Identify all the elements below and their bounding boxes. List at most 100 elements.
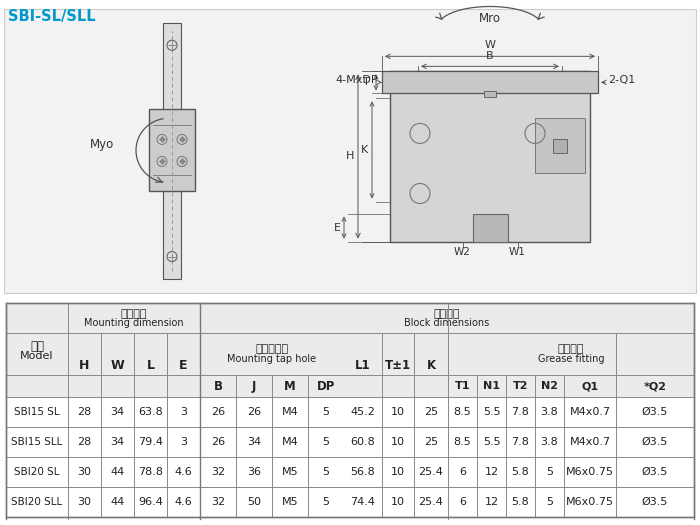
Text: 25.4: 25.4	[419, 497, 443, 507]
Text: M6x0.75: M6x0.75	[566, 467, 614, 477]
Text: T: T	[363, 77, 370, 87]
Text: 44: 44	[111, 467, 125, 477]
Text: Mounting dimension: Mounting dimension	[84, 318, 184, 328]
Text: 60.8: 60.8	[351, 437, 375, 447]
Text: W2: W2	[454, 247, 471, 257]
Text: SBI20 SLL: SBI20 SLL	[11, 497, 62, 507]
Bar	[149, 109, 195, 192]
Text: 4.6: 4.6	[174, 497, 193, 507]
Text: 4-MxDP: 4-MxDP	[335, 76, 377, 86]
Bar	[535, 119, 585, 173]
Text: 安装螺纹孔: 安装螺纹孔	[256, 344, 288, 354]
Text: 32: 32	[211, 497, 225, 507]
Text: Myo: Myo	[90, 138, 114, 151]
Text: Q1: Q1	[582, 381, 598, 391]
Text: 5: 5	[323, 467, 330, 477]
Text: 型号: 型号	[30, 340, 44, 353]
Text: M4x0.7: M4x0.7	[569, 407, 610, 417]
Text: 4.6: 4.6	[174, 467, 193, 477]
Text: SBI15 SLL: SBI15 SLL	[11, 437, 63, 447]
Text: 45.2: 45.2	[351, 407, 375, 417]
Text: W: W	[111, 359, 125, 372]
Text: 7.8: 7.8	[512, 437, 529, 447]
Text: 3.8: 3.8	[540, 437, 559, 447]
Text: 26: 26	[211, 437, 225, 447]
Text: N2: N2	[541, 381, 558, 391]
Text: 34: 34	[111, 437, 125, 447]
Text: 36: 36	[247, 467, 261, 477]
Text: M4: M4	[281, 407, 298, 417]
Text: 12: 12	[484, 497, 498, 507]
Text: 5.5: 5.5	[483, 407, 500, 417]
Text: M4: M4	[281, 437, 298, 447]
Text: Ø3.5: Ø3.5	[642, 437, 668, 447]
Text: 28: 28	[78, 437, 92, 447]
Text: E: E	[179, 359, 188, 372]
Text: Block dimensions: Block dimensions	[405, 318, 489, 328]
Text: Mounting tap hole: Mounting tap hole	[228, 354, 316, 364]
Text: DP: DP	[317, 380, 335, 393]
Text: 10: 10	[391, 497, 405, 507]
Text: W1: W1	[509, 247, 526, 257]
Text: B: B	[486, 51, 493, 61]
Text: 50: 50	[247, 497, 261, 507]
Text: 10: 10	[391, 437, 405, 447]
Text: 6: 6	[459, 497, 466, 507]
Text: 96.4: 96.4	[138, 497, 163, 507]
Text: Ø3.5: Ø3.5	[642, 407, 668, 417]
Text: 5: 5	[546, 497, 553, 507]
Text: 5: 5	[323, 497, 330, 507]
Bar	[6, 303, 694, 397]
Text: 3.8: 3.8	[540, 407, 559, 417]
Text: K: K	[361, 145, 369, 155]
Text: M6x0.75: M6x0.75	[566, 497, 614, 507]
Text: T2: T2	[512, 381, 528, 391]
Text: 34: 34	[111, 407, 125, 417]
Text: 25.4: 25.4	[419, 467, 443, 477]
Text: 10: 10	[391, 467, 405, 477]
Text: 8.5: 8.5	[454, 407, 471, 417]
Text: *Q2: *Q2	[643, 381, 666, 391]
Text: 滑块尺寸: 滑块尺寸	[434, 309, 461, 319]
Text: 8.5: 8.5	[454, 437, 471, 447]
Text: 26: 26	[247, 407, 261, 417]
Text: SBI15 SL: SBI15 SL	[14, 407, 60, 417]
Text: B: B	[214, 380, 223, 393]
Text: 2-Q1: 2-Q1	[608, 76, 636, 86]
Text: N1: N1	[483, 381, 500, 391]
Text: 5.8: 5.8	[512, 467, 529, 477]
Text: 5: 5	[323, 437, 330, 447]
Text: 注油部件: 注油部件	[558, 344, 584, 354]
Text: E: E	[333, 223, 340, 233]
Text: M: M	[284, 380, 296, 393]
Text: 25: 25	[424, 437, 438, 447]
Text: 5: 5	[546, 467, 553, 477]
Text: Model: Model	[20, 351, 54, 361]
Text: 安装尺寸: 安装尺寸	[120, 309, 147, 319]
Bar	[163, 23, 181, 279]
Text: 44: 44	[111, 497, 125, 507]
Text: Ø3.5: Ø3.5	[642, 467, 668, 477]
Text: T±1: T±1	[385, 359, 411, 372]
Text: 5.5: 5.5	[483, 437, 500, 447]
Text: 28: 28	[78, 407, 92, 417]
Text: 63.8: 63.8	[138, 407, 163, 417]
Bar	[382, 71, 598, 93]
Text: SBI20 SL: SBI20 SL	[14, 467, 60, 477]
Text: Ø3.5: Ø3.5	[642, 497, 668, 507]
Text: L: L	[146, 359, 155, 372]
Text: 32: 32	[211, 467, 225, 477]
Text: H: H	[79, 359, 90, 372]
Text: K: K	[426, 359, 435, 372]
Text: 12: 12	[484, 467, 498, 477]
Text: Mro: Mro	[479, 12, 501, 25]
Text: 3: 3	[180, 407, 187, 417]
Bar	[473, 214, 508, 242]
Text: J: J	[252, 380, 256, 393]
Text: H: H	[346, 151, 354, 162]
Text: 5.8: 5.8	[512, 497, 529, 507]
Text: L1: L1	[355, 359, 371, 372]
Text: W: W	[484, 40, 496, 50]
Text: M5: M5	[281, 497, 298, 507]
Bar	[484, 91, 496, 97]
